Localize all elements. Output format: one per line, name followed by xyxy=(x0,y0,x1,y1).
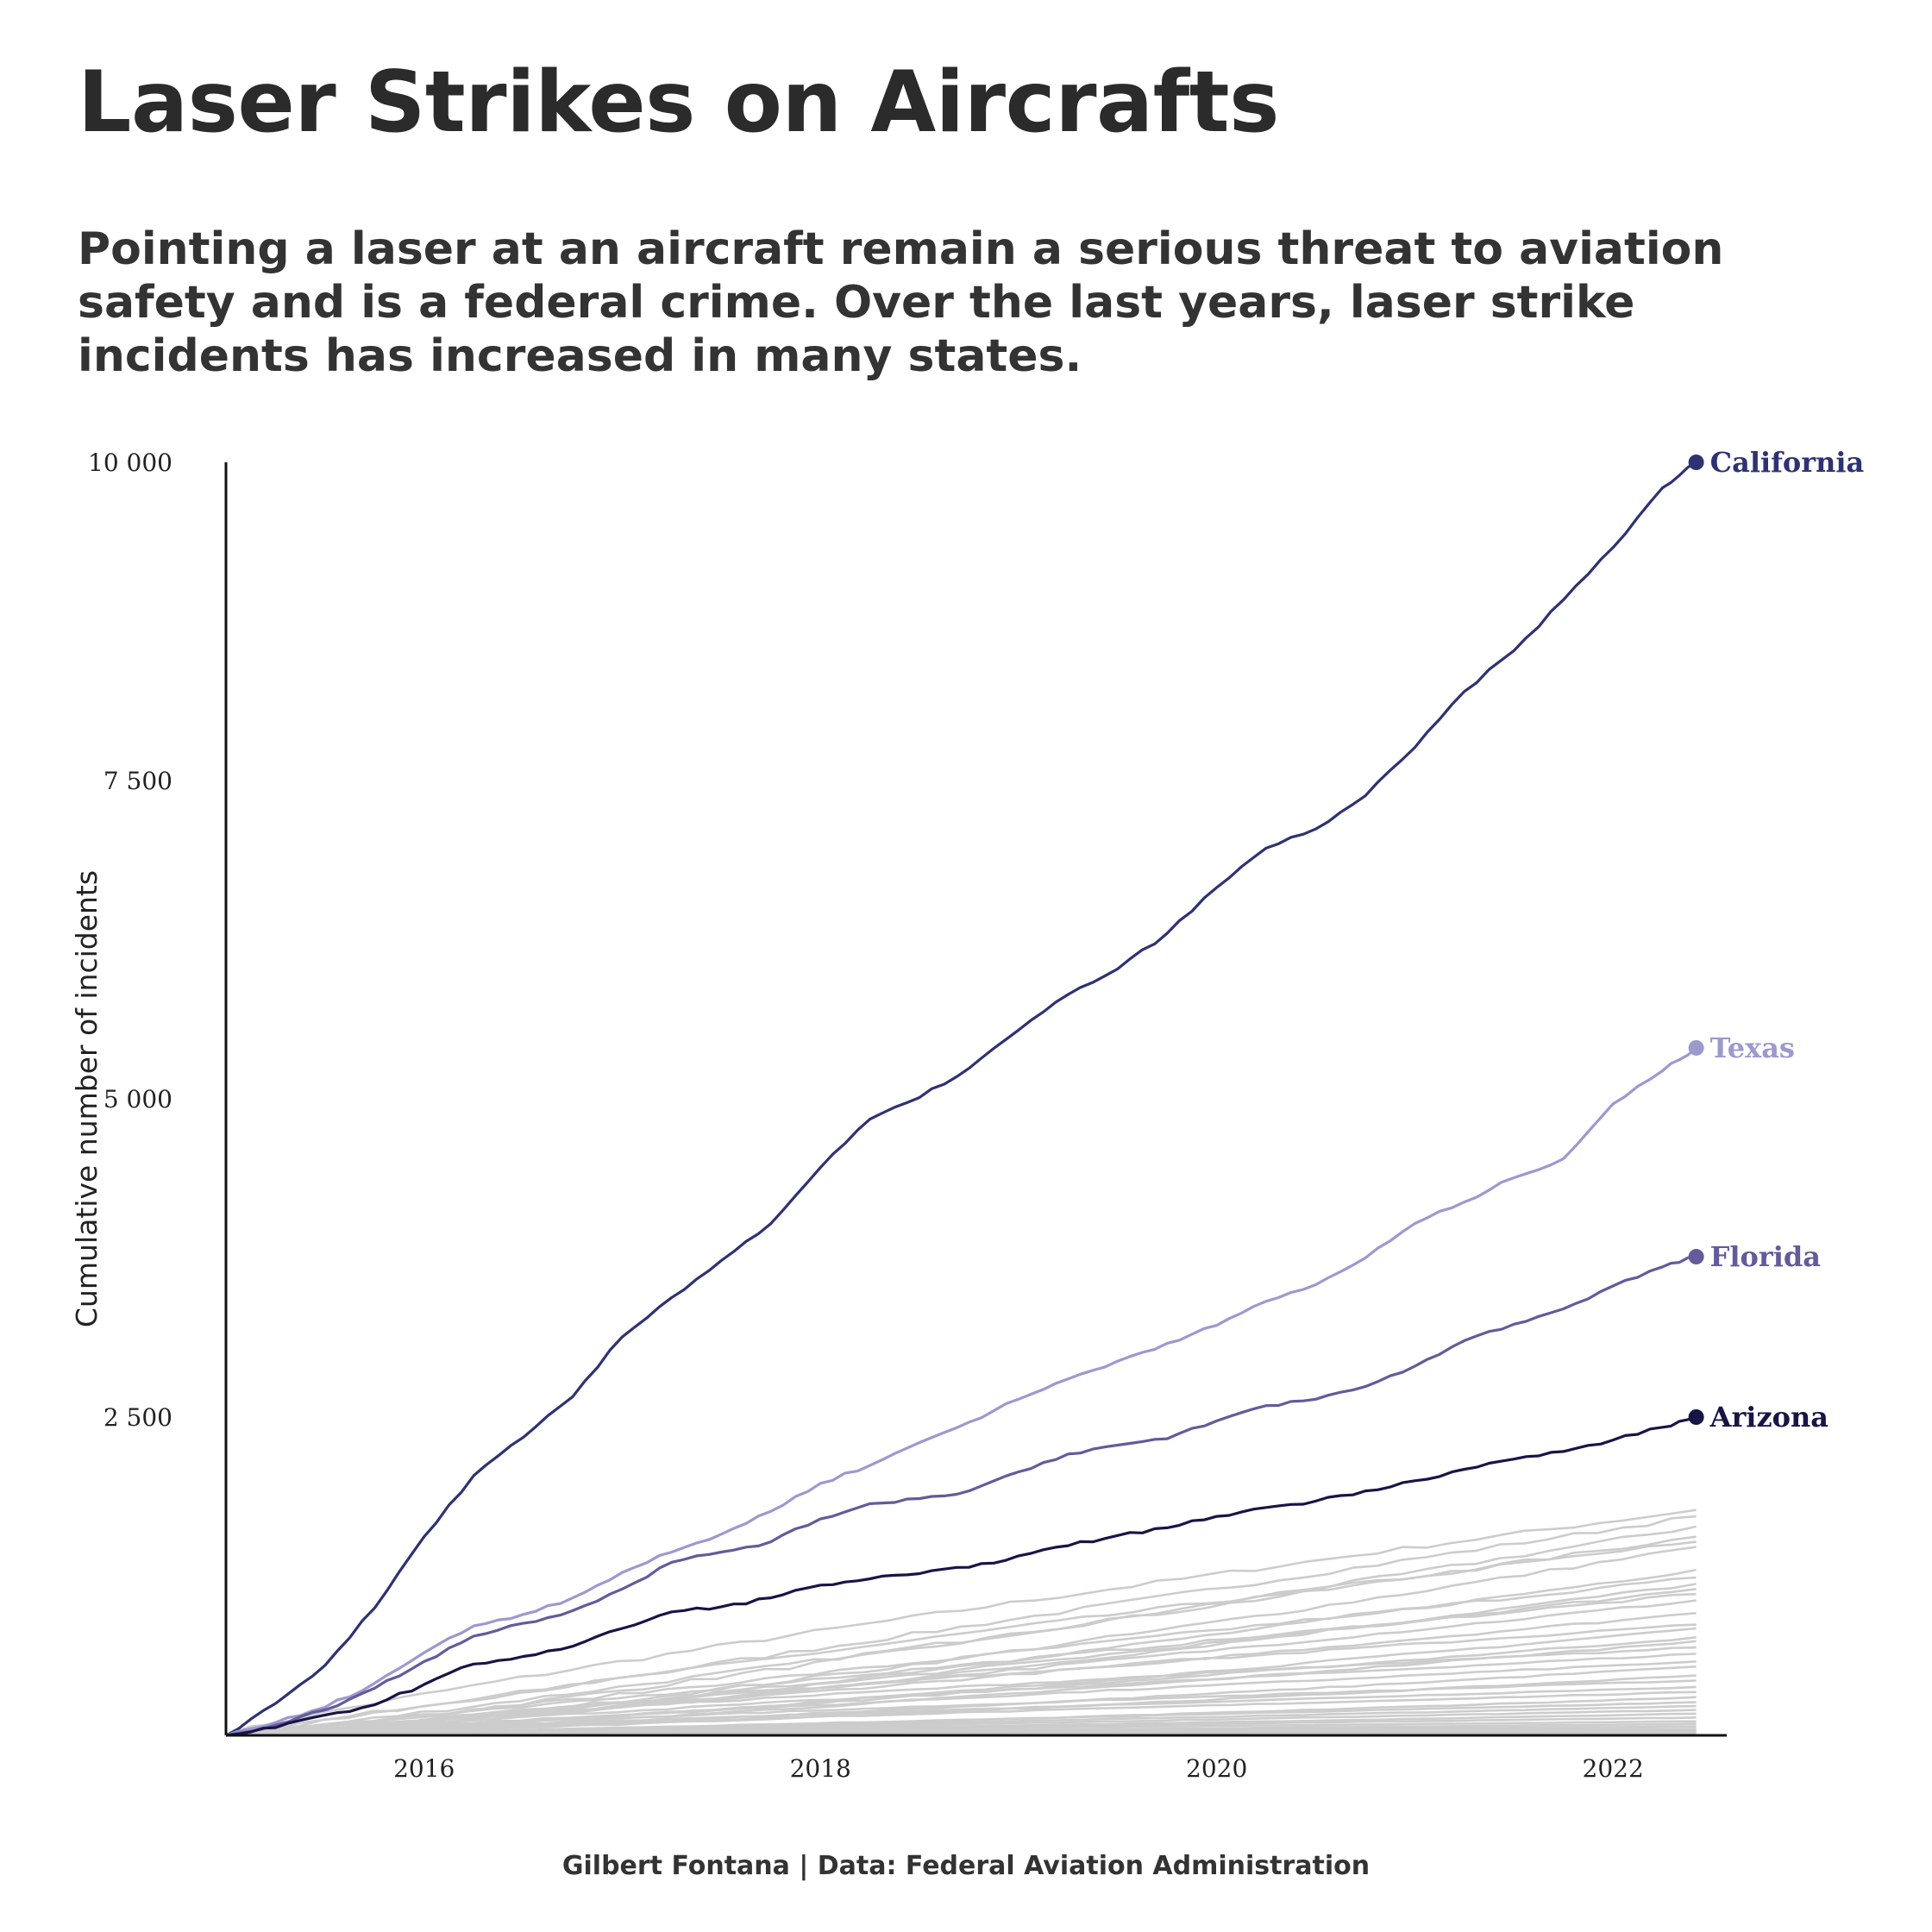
series-end-labels: California Texas Florida Arizona xyxy=(1709,446,1865,1433)
x-tick-label: 2020 xyxy=(1186,1754,1247,1783)
series-line-texas xyxy=(225,1046,1697,1737)
series-label-florida: Florida xyxy=(1710,1240,1821,1273)
y-axis-label: Cumulative number of incidents xyxy=(70,870,104,1327)
other-state-line xyxy=(225,1653,1697,1737)
series-label-california: California xyxy=(1710,446,1865,479)
other-state-line xyxy=(225,1592,1697,1737)
x-tick-label: 2018 xyxy=(790,1754,851,1783)
other-state-line xyxy=(225,1576,1697,1737)
source-caption: Gilbert Fontana | Data: Federal Aviation… xyxy=(561,1851,1371,1881)
y-axis-ticks: 2 500 5 000 7 500 10 000 xyxy=(88,448,172,1432)
series-end-point xyxy=(1688,455,1704,470)
series-end-point xyxy=(1688,1249,1704,1265)
series-line-california xyxy=(225,461,1697,1737)
other-state-line xyxy=(225,1535,1697,1737)
x-tick-label: 2016 xyxy=(393,1754,455,1783)
other-state-line xyxy=(225,1679,1697,1737)
y-tick-label: 5 000 xyxy=(104,1085,172,1113)
series-label-texas: Texas xyxy=(1710,1032,1795,1064)
x-axis-ticks: 2016 2018 2020 2022 xyxy=(393,1754,1644,1783)
series-label-arizona: Arizona xyxy=(1709,1401,1828,1433)
other-state-line xyxy=(225,1685,1697,1737)
x-tick-label: 2022 xyxy=(1583,1754,1644,1783)
series-line-arizona xyxy=(225,1415,1697,1737)
highlighted-states-lines xyxy=(225,455,1704,1737)
other-states-lines xyxy=(225,1509,1697,1737)
series-end-point xyxy=(1688,1409,1704,1425)
other-state-line xyxy=(225,1612,1697,1737)
other-state-line xyxy=(225,1509,1697,1737)
series-end-point xyxy=(1688,1039,1704,1056)
chart-title: Laser Strikes on Aircrafts xyxy=(78,53,1279,152)
y-tick-label: 7 500 xyxy=(104,767,172,795)
other-state-line xyxy=(225,1540,1697,1737)
y-tick-label: 2 500 xyxy=(104,1403,172,1432)
other-state-line xyxy=(225,1623,1697,1737)
other-state-line xyxy=(225,1646,1697,1737)
series-line-florida xyxy=(225,1255,1697,1737)
y-tick-label: 10 000 xyxy=(88,448,172,477)
chart-subtitle: Pointing a laser at an aircraft remain a… xyxy=(78,223,1724,382)
other-state-line xyxy=(225,1690,1697,1737)
